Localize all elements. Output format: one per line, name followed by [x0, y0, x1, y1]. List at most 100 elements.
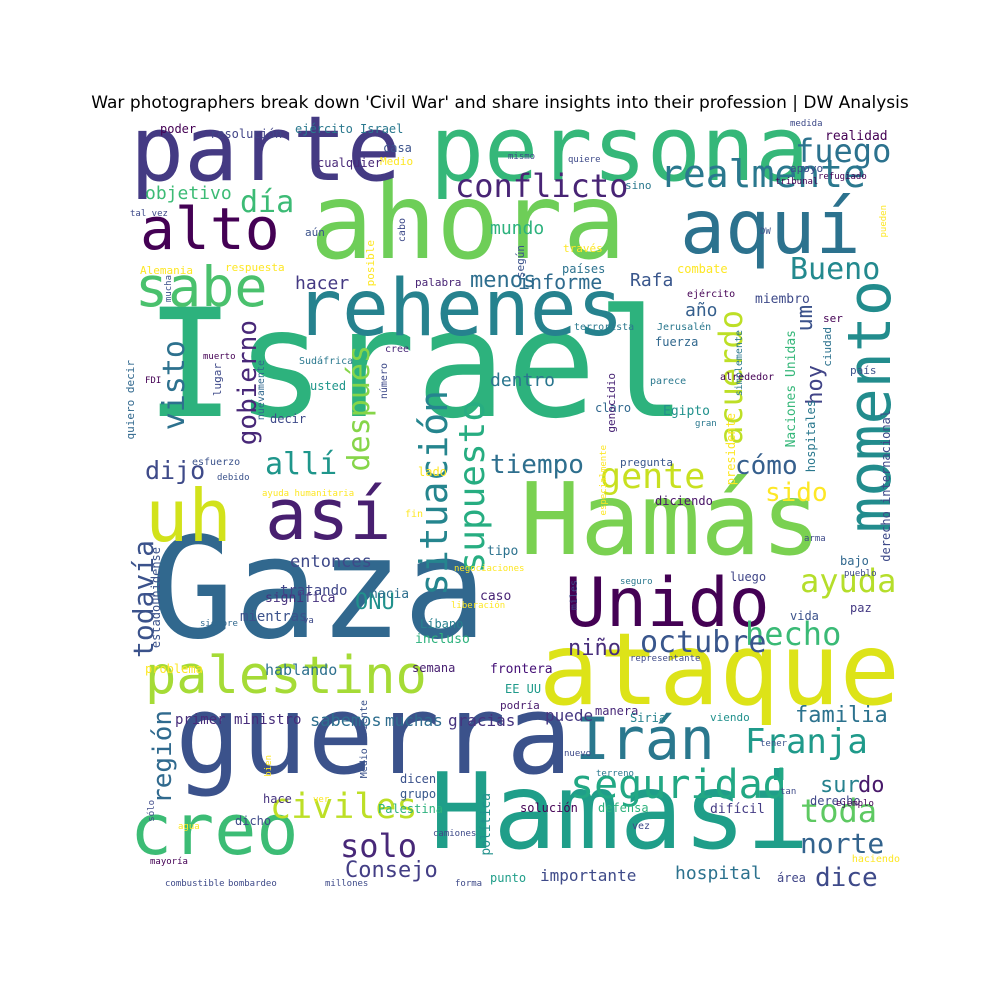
word-combustible: combustible [165, 879, 225, 889]
word-palabra: palabra [415, 276, 462, 289]
word-defensa: defensa [598, 801, 649, 815]
word-área: área [777, 871, 806, 885]
word-siria: Siria [630, 711, 667, 725]
word-tiempo: tiempo [490, 450, 584, 480]
word-manera: manera [595, 704, 639, 718]
word-problema: problema [145, 662, 203, 676]
word-cualquier: cualquier [317, 156, 383, 170]
word-realmente: realmente [660, 152, 866, 196]
word-muerto: muerto [203, 352, 236, 362]
word-mayoría: mayoría [150, 857, 188, 867]
word-significa: significa [265, 591, 336, 606]
word-familia: familia [795, 703, 888, 728]
word-sabe: sabe [135, 255, 268, 319]
word-hacer: hacer [295, 273, 350, 294]
word-uh: uh [145, 474, 232, 558]
word-nuevo: nuevo [564, 749, 592, 759]
word-año: año [685, 300, 718, 321]
word-número: número [379, 363, 390, 400]
word-hamasi: Hamasi [430, 751, 810, 873]
word-importante: importante [540, 866, 637, 885]
word-cómo: cómo [735, 451, 798, 481]
word-informe: informe [518, 270, 603, 294]
word-sólo: sólo [147, 800, 157, 822]
word-aún: aún [305, 226, 325, 239]
word-solución: solución [520, 801, 578, 815]
chart-title: War photographers break down 'Civil War'… [91, 93, 909, 113]
word-gente: gente [600, 457, 706, 497]
word-terrorista: terrorista [574, 322, 635, 333]
word-mismo: mismo [508, 152, 536, 162]
word-consejo: Consejo [345, 858, 438, 883]
word-estadounidense: estadounidense [149, 547, 163, 649]
word-primer-ministro: primer ministro [175, 712, 302, 728]
word-cree: cree [385, 344, 410, 355]
word-punto: punto [490, 871, 527, 885]
word-país: país [850, 364, 877, 377]
word-norte: norte [800, 827, 885, 860]
word-palestino: palestino [145, 646, 427, 706]
word-entonces: entonces [290, 552, 372, 572]
word-dw: DW [760, 227, 771, 237]
word-hospital: hospital [675, 863, 762, 884]
word-diciendo: diciendo [655, 494, 713, 508]
word-parece: parece [650, 376, 687, 387]
word-um: um [793, 305, 818, 332]
word-poder: poder [160, 122, 197, 136]
word-nuevamente: nuevamente [256, 360, 267, 421]
word-alemania: Alemania [140, 264, 193, 277]
word-tan: tan [780, 787, 797, 797]
word-día: día [240, 185, 295, 220]
word-sabemos: sabemos [310, 711, 382, 731]
word-través: través [563, 242, 603, 255]
word-fin: fin [405, 509, 424, 520]
word-aquí: aquí [680, 183, 861, 271]
word-dijo: dijo [145, 456, 206, 485]
word-refugiado: refugiado [818, 172, 867, 182]
word-sudáfrica: Sudáfrica [299, 356, 354, 367]
word-liberación: liberación [451, 601, 506, 611]
word-seguro: seguro [620, 577, 653, 587]
word-situación: situación [412, 390, 456, 596]
word-agua: agua [178, 822, 200, 832]
word-sino: sino [625, 179, 652, 192]
word-hospitales: hospitales [804, 400, 818, 473]
word-apoyo: apoyo [790, 162, 824, 175]
word-rehenes: rehenes [295, 264, 624, 354]
word-realidad: realidad [825, 129, 888, 144]
word-forma: forma [455, 879, 483, 889]
word-cloud: Israel Gaza ahora persona Hamás rehenes guerra… [124, 105, 905, 896]
word-vida: vida [790, 609, 819, 623]
word-frontera: frontera [490, 662, 553, 677]
word-política: política [479, 793, 494, 856]
word-pueblo: pueblo [844, 569, 877, 579]
word-región: región [148, 710, 178, 804]
word-países: países [562, 262, 606, 276]
word-hacia: hacia [370, 587, 410, 602]
word-franja: Franja [745, 722, 868, 762]
word-negociaciones: negociaciones [454, 564, 525, 574]
word-guerra: guerra [175, 671, 573, 799]
word-ejemplo: ejemplo [836, 799, 874, 809]
word-solo: solo [340, 827, 418, 865]
word-hace: hace [263, 792, 292, 806]
word-toda: toda [800, 792, 878, 830]
word-medio-oriente: Medio Oriente [359, 700, 370, 779]
word-seguridad: seguridad [570, 762, 787, 808]
word-medio: Medio [380, 155, 414, 168]
word-caso: caso [480, 589, 512, 604]
word-unido: Unido [565, 564, 770, 643]
word-camiones: camiones [433, 829, 477, 839]
word-ciudad: ciudad [821, 327, 834, 367]
word-mientras: mientras [240, 609, 308, 625]
word-haciendo: haciendo [851, 854, 900, 865]
word-tener: tener [760, 739, 788, 749]
word-claro: claro [595, 401, 632, 415]
word-menos: menos [470, 268, 537, 293]
word-objetivo: objetivo [145, 183, 232, 204]
word-casa: casa [383, 141, 412, 155]
word-mundo: mundo [490, 218, 545, 239]
word-esfuerzo: esfuerzo [192, 457, 241, 468]
word-especialmente: especialmente [599, 445, 609, 516]
word-usted: usted [310, 379, 347, 393]
